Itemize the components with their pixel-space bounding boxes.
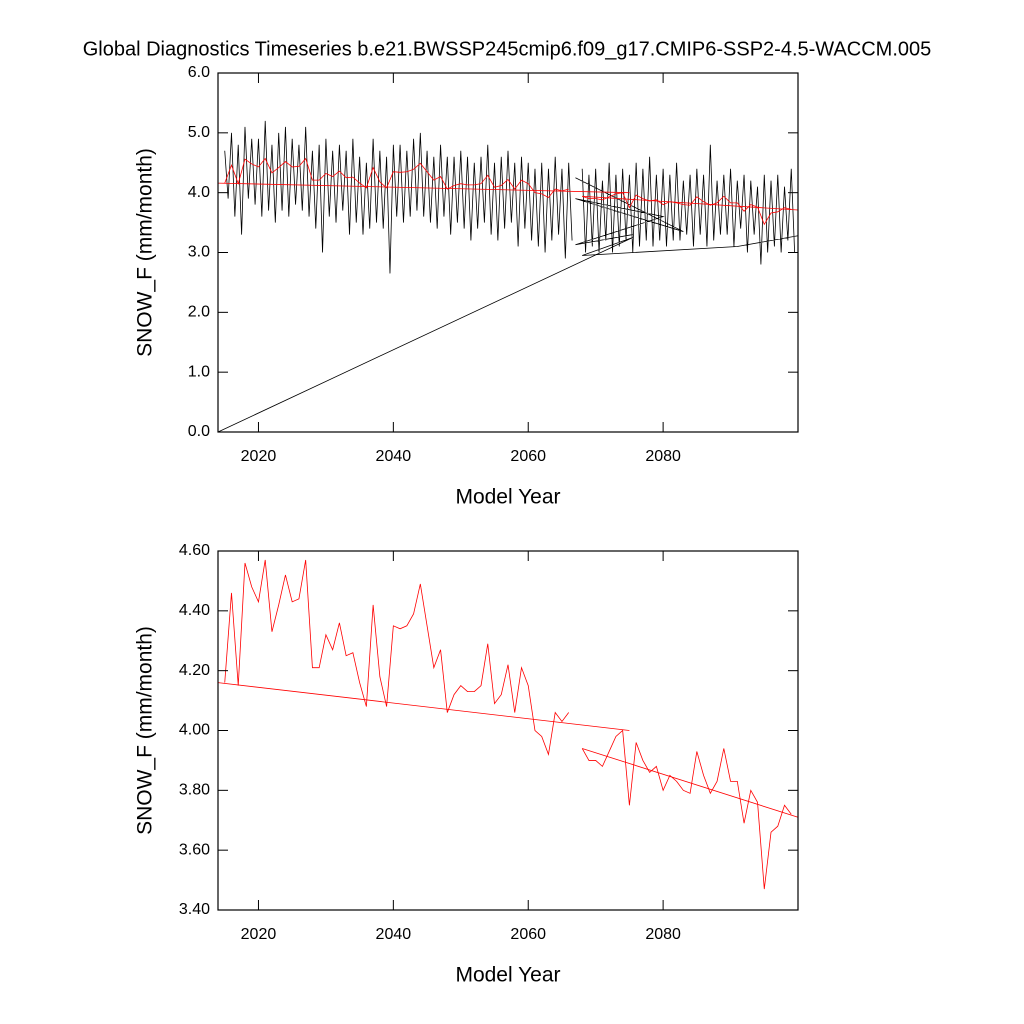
y-tick-label: 1.0: [188, 363, 210, 380]
x-tick-label: 2080: [645, 448, 681, 465]
y-tick-label: 2.0: [188, 304, 210, 321]
y-tick-label: 0.0: [188, 423, 210, 440]
chart-title: Global Diagnostics Timeseries b.e21.BWSS…: [83, 38, 932, 60]
y-tick-label: 4.00: [179, 722, 210, 739]
series-line: [224, 559, 792, 890]
x-tick-label: 2060: [510, 926, 546, 943]
y-tick-label: 3.60: [179, 841, 210, 858]
plot-frame: [217, 550, 799, 911]
x-axis-label: Model Year: [455, 964, 560, 987]
y-tick-label: 6.0: [188, 64, 210, 81]
y-tick-label: 3.0: [188, 244, 210, 261]
x-tick-label: 2040: [376, 448, 412, 465]
series-line: [217, 120, 799, 433]
x-tick-label: 2060: [510, 448, 546, 465]
series-line: [217, 682, 799, 818]
x-tick-label: 2020: [241, 926, 277, 943]
series-line: [224, 157, 792, 226]
series-line: [217, 182, 799, 211]
y-axis-label: SNOW_F (mm/month): [134, 148, 157, 357]
plot-frame: [217, 72, 799, 433]
y-tick-label: 4.40: [179, 602, 210, 619]
x-tick-label: 2020: [241, 448, 277, 465]
y-tick-label: 3.40: [179, 901, 210, 918]
y-axis-label: SNOW_F (mm/month): [134, 626, 157, 835]
x-tick-label: 2080: [645, 926, 681, 943]
y-tick-label: 4.60: [179, 542, 210, 559]
y-tick-label: 3.80: [179, 782, 210, 799]
y-tick-label: 4.20: [179, 662, 210, 679]
y-tick-label: 5.0: [188, 124, 210, 141]
x-axis-label: Model Year: [455, 486, 560, 509]
y-tick-label: 4.0: [188, 184, 210, 201]
x-tick-label: 2040: [376, 926, 412, 943]
